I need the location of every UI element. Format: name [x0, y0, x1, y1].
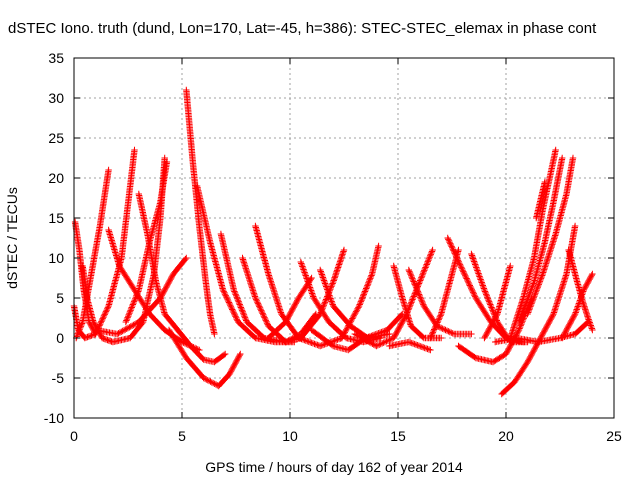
series-pass-10: [165, 326, 244, 390]
series-pass-32: [515, 154, 566, 326]
x-tick-label: 15: [390, 428, 406, 444]
y-tick-label: 5: [56, 290, 64, 306]
series-pass-18: [297, 246, 348, 342]
data-point-markers: [183, 86, 218, 338]
series-pass-37: [559, 270, 596, 342]
data-point-markers: [524, 154, 577, 318]
data-point-markers: [165, 326, 244, 390]
x-tick-label: 0: [70, 428, 78, 444]
y-axis-label: dSTEC / TECUs: [4, 187, 20, 289]
y-tick-label: 10: [48, 250, 64, 266]
y-tick-label: 30: [48, 90, 64, 106]
series-pass-24: [386, 338, 434, 354]
series-pass-33: [524, 154, 577, 318]
data-point-markers: [297, 246, 348, 342]
plot-area: [70, 86, 596, 398]
data-point-markers: [386, 338, 434, 354]
data-point-markers: [351, 246, 436, 350]
data-point-markers: [252, 222, 345, 350]
x-tick-label: 10: [282, 428, 298, 444]
data-point-markers: [92, 254, 190, 338]
y-tick-label: 25: [48, 130, 64, 146]
x-tick-label: 5: [178, 428, 186, 444]
data-point-markers: [481, 262, 514, 342]
x-tick-label: 20: [498, 428, 514, 444]
y-tick-label: 35: [48, 50, 64, 66]
axis-ticks: 0 5 10 15 20 25 -10 -5 0 5 10 15 20 25 30 35: [44, 50, 622, 444]
series-pass-21: [351, 246, 436, 350]
plot-frame: [73, 57, 615, 419]
chart-title: dSTEC Iono. truth (dund, Lon=170, Lat=-4…: [8, 20, 597, 37]
data-point-markers: [559, 270, 596, 342]
y-tick-label: 0: [56, 330, 64, 346]
y-tick-label: 20: [48, 170, 64, 186]
series-pass-20: [338, 242, 382, 342]
data-point-markers: [338, 242, 382, 342]
data-point-markers: [533, 178, 549, 222]
grid: [74, 58, 614, 418]
y-tick-label: -5: [52, 370, 65, 386]
series-pass-08: [92, 254, 190, 338]
series-pass-28: [481, 262, 514, 342]
x-axis-label: GPS time / hours of day 162 of year 2014: [205, 459, 463, 475]
series-pass-14: [252, 222, 345, 350]
y-tick-label: -10: [44, 410, 64, 426]
series-pass-23: [405, 266, 475, 338]
data-point-markers: [515, 154, 566, 326]
data-point-markers: [122, 158, 171, 326]
series-pass-09: [183, 86, 218, 338]
x-tick-label: 25: [606, 428, 622, 444]
series-pass-34: [533, 178, 549, 222]
y-tick-label: 15: [48, 210, 64, 226]
series-pass-07: [122, 158, 171, 326]
data-point-markers: [405, 266, 475, 338]
